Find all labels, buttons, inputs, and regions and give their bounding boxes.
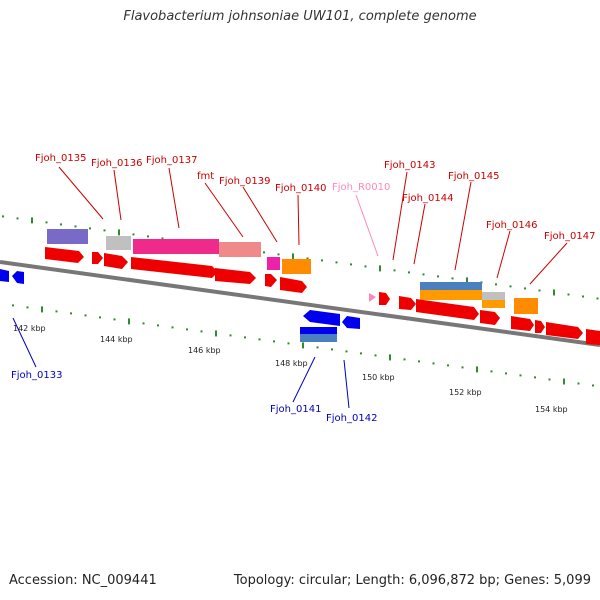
annotation-feature-0142 (300, 334, 337, 342)
gene-arrow-0148 (586, 329, 600, 345)
tick-layer (2, 215, 599, 387)
gene-arrow-0136a (92, 252, 103, 264)
scale-label: 152 kbp (449, 388, 482, 397)
annotation-feature-0145d (482, 300, 505, 308)
gene-arrow-0147 (546, 322, 583, 339)
leader-0140 (297, 194, 300, 246)
gene-label-layer: Fjoh_0135 Fjoh_0136 Fjoh_0137 fmt Fjoh_0… (11, 153, 595, 424)
leader-0144 (413, 203, 426, 265)
gene-label: fmt (197, 171, 214, 182)
gene-label: Fjoh_0146 (486, 220, 537, 231)
leader-lines (12, 166, 568, 409)
gene-arrow-0135 (45, 247, 84, 263)
annotation-feature-0135 (47, 229, 88, 244)
gene-arrow-0139 (265, 274, 277, 287)
leader-0133 (12, 317, 37, 368)
gene-arrow-fmt (215, 268, 256, 284)
annotation-feature-0139 (267, 257, 280, 270)
scale-label: 154 kbp (535, 405, 568, 414)
annotation-feature-0141 (300, 327, 337, 334)
annotation-feature-0136 (106, 236, 131, 250)
accession-label: Accession: NC_009441 (9, 573, 157, 588)
leader-0143 (392, 171, 408, 261)
gene-label: Fjoh_0140 (275, 183, 326, 194)
gene-arrow-0143 (379, 292, 390, 305)
gene-label: Fjoh_0137 (146, 155, 197, 166)
gene-arrow-0145b (480, 310, 500, 325)
gene-label: Fjoh_0147 (544, 231, 595, 242)
annotation-feature-0140 (282, 259, 311, 274)
map-title: Flavobacterium johnsoniae UW101, complet… (123, 9, 477, 24)
scale-label: 144 kbp (100, 335, 133, 344)
leader-0146 (496, 230, 511, 279)
annotation-feature-0137 (133, 239, 219, 254)
gene-arrow-0146b (535, 320, 545, 333)
gene-label: Fjoh_0136 (91, 158, 142, 169)
leader-0137 (168, 167, 180, 229)
gene-arrow-0133a (0, 269, 9, 282)
leader-0136 (113, 169, 122, 221)
gene-label: Fjoh_0143 (384, 160, 435, 171)
gene-arrow-0141 (303, 310, 340, 326)
leader-0141 (292, 356, 316, 403)
leader-0147 (529, 242, 568, 285)
annotation-feature-0146 (514, 298, 538, 314)
gene-arrow-0146 (511, 316, 534, 331)
genome-summary: Topology: circular; Length: 6,096,872 bp… (233, 573, 591, 588)
leader-0135 (58, 166, 104, 220)
gene-arrow-0137 (131, 257, 218, 278)
scale-label: 142 kbp (13, 324, 46, 333)
gene-arrow-0141b (342, 316, 360, 329)
scale-label-layer: 142 kbp 144 kbp 146 kbp 148 kbp 150 kbp … (13, 324, 568, 414)
leader-0145 (454, 181, 472, 271)
rna-arrow-R0010 (369, 293, 376, 302)
annotation-feature-0145a (420, 282, 482, 291)
gene-arrow-0140 (280, 277, 307, 293)
gene-arrow-0145 (416, 299, 479, 320)
annotation-feature-fmt (219, 242, 261, 257)
gene-label: Fjoh_0139 (219, 176, 270, 187)
genome-backbone (0, 260, 600, 347)
reverse-gene-track (0, 269, 360, 342)
gene-label: Fjoh_0135 (35, 153, 86, 164)
gene-label: Fjoh_0141 (270, 404, 321, 415)
scale-label: 146 kbp (188, 346, 221, 355)
scale-label: 148 kbp (275, 359, 308, 368)
feature-annotation-track (47, 229, 538, 314)
annotation-feature-0145c (482, 292, 505, 301)
gene-label: Fjoh_0144 (402, 193, 453, 204)
forward-gene-track (45, 247, 600, 345)
gene-arrow-0136b (104, 253, 128, 269)
gene-label: Fjoh_R0010 (332, 182, 390, 193)
annotation-feature-0145b (420, 290, 482, 300)
leader-R0010 (355, 194, 379, 257)
gene-arrow-0144 (399, 296, 416, 310)
gene-label: Fjoh_0142 (326, 413, 377, 424)
leader-fmt (204, 182, 244, 238)
gene-arrow-0133b (12, 271, 24, 284)
scale-label: 150 kbp (362, 373, 395, 382)
gene-label: Fjoh_0133 (11, 370, 62, 381)
leader-0142 (343, 359, 350, 409)
gene-label: Fjoh_0145 (448, 171, 499, 182)
leader-0139 (242, 186, 278, 243)
